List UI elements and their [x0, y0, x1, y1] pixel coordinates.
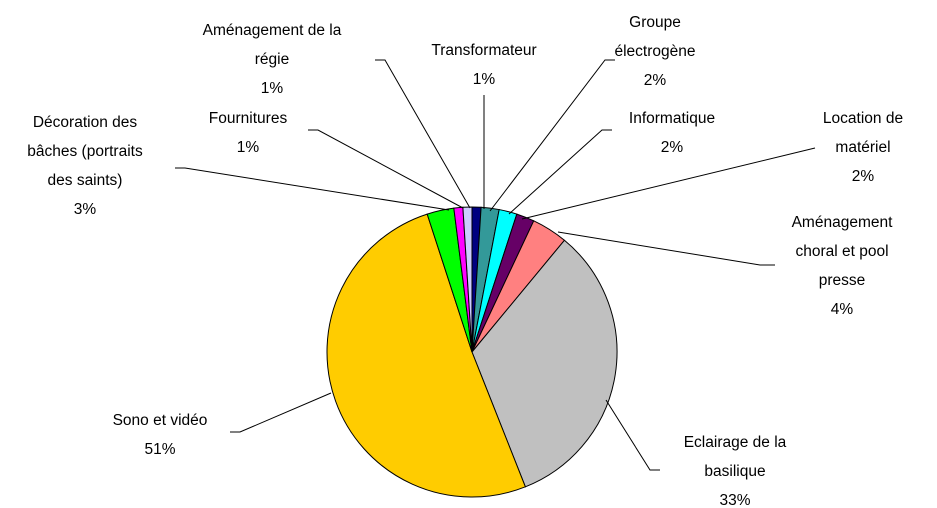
slice-percent: 51%	[144, 441, 176, 458]
slice-label: Aménagement choral et pool presse 4%	[787, 208, 897, 324]
leader-line	[489, 59, 615, 212]
slice-name: Sono et vidéo	[112, 412, 208, 429]
slice-label: Informatique 2%	[612, 104, 732, 162]
pie-slice	[471, 239, 618, 488]
pie-slice	[462, 206, 473, 353]
leader-line	[230, 392, 332, 433]
slice-percent: 1%	[472, 71, 496, 88]
leader-line	[557, 231, 775, 266]
slice-name: Groupe électrogène	[614, 14, 696, 60]
slice-label: Transformateur 1%	[414, 36, 554, 94]
leader-line	[605, 399, 660, 471]
slice-percent: 1%	[236, 139, 260, 156]
slice-percent: 33%	[719, 492, 751, 508]
slice-name: Informatique	[628, 110, 716, 127]
leader-line	[521, 147, 816, 220]
pie-slice	[326, 213, 527, 498]
slice-label: Fournitures 1%	[193, 104, 303, 162]
leader-line	[375, 59, 471, 209]
slice-name: Location de matériel	[822, 110, 904, 156]
slice-label: Groupe électrogène 2%	[605, 8, 705, 95]
slice-name: Eclairage de la basilique	[683, 434, 787, 480]
slice-name: Fournitures	[208, 110, 288, 127]
leader-line	[175, 167, 450, 211]
slice-name: Aménagement choral et pool presse	[791, 214, 893, 289]
slice-percent: 2%	[660, 139, 684, 156]
slice-name: Aménagement de la régie	[202, 22, 342, 68]
leader-line	[308, 129, 464, 209]
slice-name: Transformateur	[431, 42, 537, 59]
slice-percent: 1%	[260, 80, 284, 97]
slice-label: Eclairage de la basilique 33%	[675, 428, 795, 508]
slice-percent: 2%	[851, 168, 875, 185]
slice-percent: 2%	[643, 72, 667, 89]
slice-label: Aménagement de la régie 1%	[202, 16, 342, 103]
slice-percent: 4%	[830, 301, 854, 318]
slice-label: Décoration des bâches (portraits des sai…	[20, 108, 150, 224]
slice-name: Décoration des bâches (portraits des sai…	[27, 114, 143, 189]
leader-line	[508, 129, 612, 215]
slice-label: Sono et vidéo 51%	[95, 406, 225, 464]
slice-label: Location de matériel 2%	[813, 104, 913, 191]
slice-percent: 3%	[73, 201, 97, 218]
